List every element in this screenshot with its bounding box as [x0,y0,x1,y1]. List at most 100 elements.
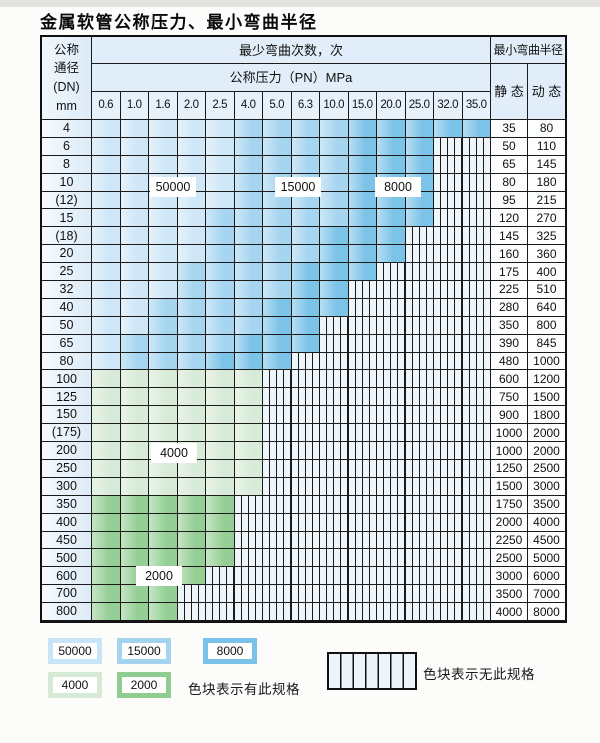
dn-row-label: 800 [42,603,92,621]
zone-label-8000: 8000 [375,177,421,197]
page-top-strip [0,0,600,7]
spec-available-cell [320,137,349,156]
no-spec-cell [263,406,292,425]
no-spec-cell [291,459,320,478]
spec-available-cell [177,120,206,138]
no-spec-cell [462,406,491,425]
spec-available-cell [120,173,149,192]
spec-available-cell [206,245,235,264]
spec-available-cell [348,120,377,138]
no-spec-cell [462,245,491,264]
spec-available-cell [177,227,206,246]
pressure-value-header: 2.5 [206,92,235,120]
spec-available-cell [234,477,263,496]
spec-available-cell [206,120,235,138]
no-spec-cell [405,263,434,282]
no-spec-cell [377,603,406,621]
spec-available-cell [206,352,235,371]
spec-available-cell [149,155,178,174]
spec-available-cell [405,137,434,156]
spec-available-cell [120,334,149,353]
spec-available-cell [263,227,292,246]
no-spec-cell [320,442,349,460]
no-spec-cell [434,191,463,210]
no-spec-cell [320,406,349,425]
pressure-value-header: 1.6 [149,92,178,120]
static-radius-value: 1000 [491,424,528,443]
spec-available-cell [320,263,349,282]
spec-available-cell [177,298,206,317]
spec-available-cell [234,191,263,210]
spec-available-cell [149,585,178,604]
no-spec-cell [291,531,320,550]
spec-available-cell [177,424,206,443]
no-spec-cell [291,370,320,389]
spec-available-cell [234,388,263,407]
spec-available-cell [320,191,349,210]
dn-row-label: 700 [42,585,92,604]
spec-available-cell [348,227,377,246]
spec-available-cell [149,424,178,443]
no-spec-cell [434,603,463,621]
spec-available-cell [120,477,149,496]
spec-available-cell [320,173,349,192]
dynamic-radius-value: 845 [528,334,565,353]
static-radius-value: 50 [491,137,528,156]
spec-available-cell [120,442,149,460]
dn-row-label: 20 [42,245,92,264]
no-spec-cell [434,298,463,317]
dynamic-radius-value: 5000 [528,549,565,568]
spec-available-cell [291,316,320,335]
spec-available-cell [92,191,121,210]
no-spec-cell [263,442,292,460]
static-radius-value: 3500 [491,585,528,604]
no-spec-cell [434,352,463,371]
spec-available-cell [149,388,178,407]
spec-available-cell [177,155,206,174]
spec-available-cell [206,316,235,335]
spec-available-cell [263,316,292,335]
no-spec-cell [377,531,406,550]
spec-available-cell [120,585,149,604]
no-spec-cell [320,352,349,371]
no-spec-cell [291,585,320,604]
spec-available-cell [377,227,406,246]
spec-available-cell [263,155,292,174]
legend-has-spec-text: 色块表示有此规格 [188,682,300,697]
legend-swatch-2000: 2000 [117,672,171,698]
dynamic-radius-value: 400 [528,263,565,282]
spec-available-cell [234,298,263,317]
static-radius-value: 2500 [491,549,528,568]
spec-available-cell [206,459,235,478]
dynamic-radius-value: 4000 [528,513,565,532]
no-spec-cell [462,227,491,246]
spec-available-cell [149,370,178,389]
no-spec-cell [263,585,292,604]
no-spec-cell [434,531,463,550]
dn-header-line1: 公称 [53,42,79,57]
dn-header-line3: (DN) [53,80,80,94]
spec-available-cell [234,459,263,478]
spec-available-cell [92,298,121,317]
dn-row-label: 80 [42,352,92,371]
no-spec-cell [291,549,320,568]
legend-swatch-label: 8000 [208,643,252,659]
dn-row-label: (12) [42,191,92,210]
dynamic-radius-value: 2000 [528,424,565,443]
spec-available-cell [149,316,178,335]
dn-row-label: 400 [42,513,92,532]
no-spec-cell [348,531,377,550]
spec-available-cell [177,531,206,550]
no-spec-cell [434,513,463,532]
spec-available-cell [234,406,263,425]
no-spec-cell [291,406,320,425]
zone-label-4000: 4000 [151,443,197,463]
no-spec-cell [348,603,377,621]
no-spec-cell [405,567,434,586]
legend-swatch-label: 15000 [122,643,166,659]
zone-label-50000: 50000 [150,177,196,197]
spec-available-cell [92,209,121,228]
no-spec-cell [434,334,463,353]
spec-available-cell [92,245,121,264]
no-spec-cell [291,513,320,532]
